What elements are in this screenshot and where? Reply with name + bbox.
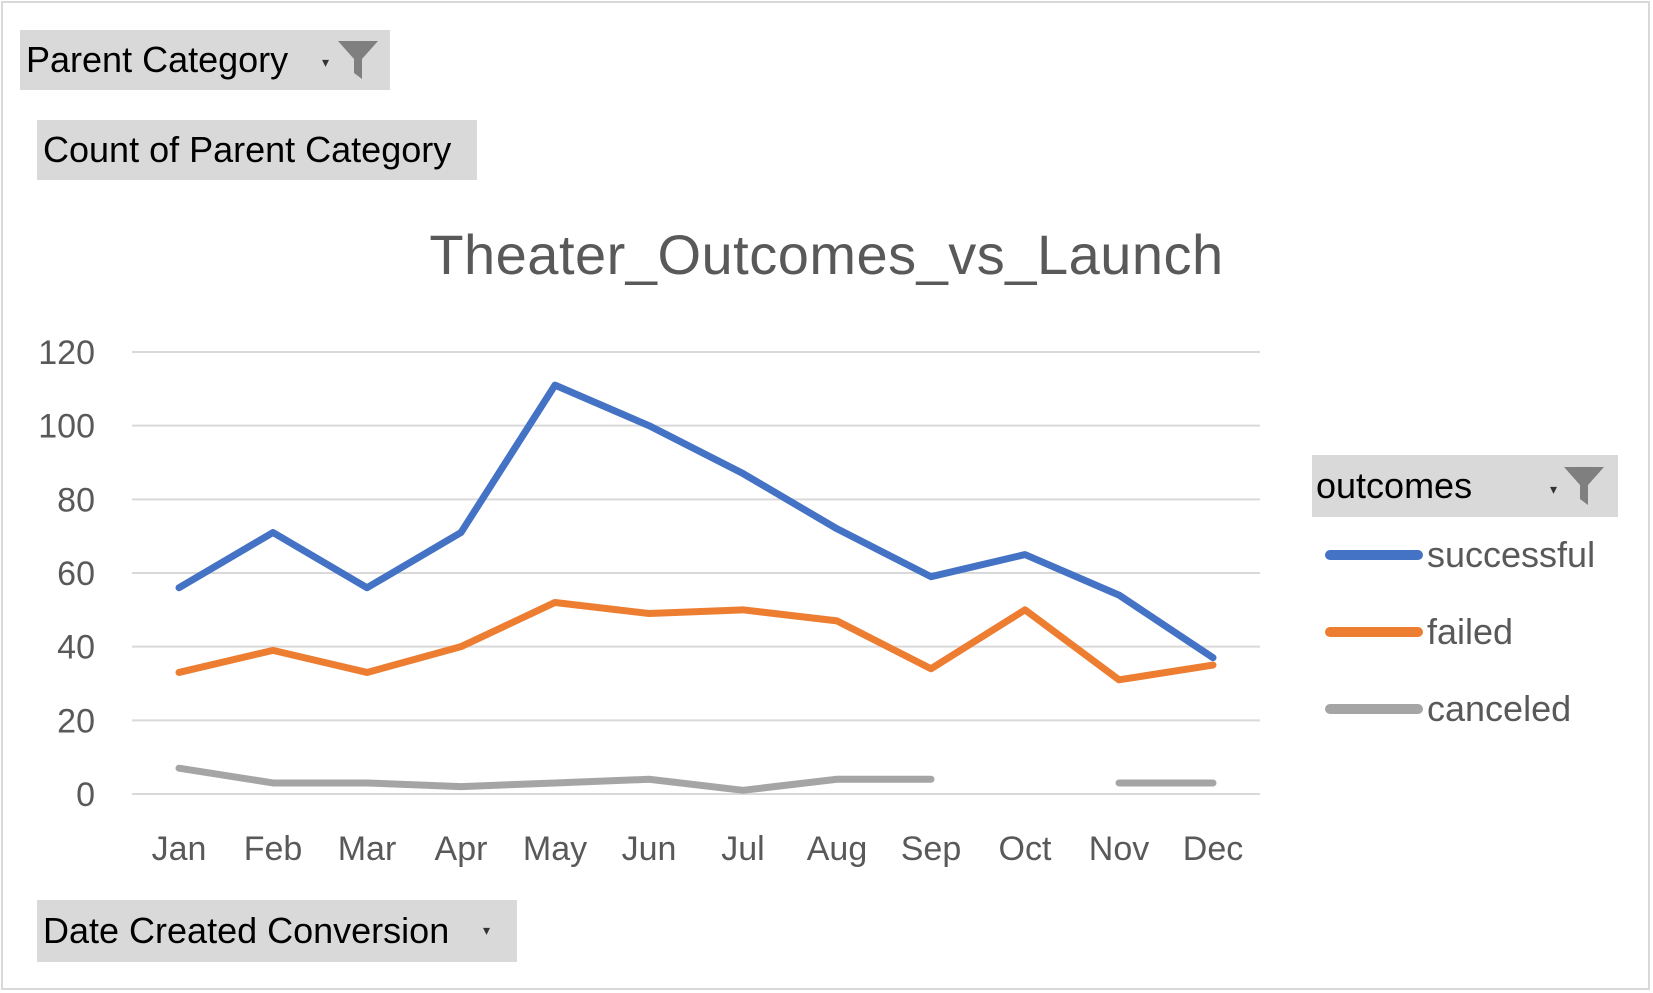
date-created-field-button[interactable]: Date Created Conversion ▾ bbox=[37, 900, 517, 962]
funnel-icon[interactable] bbox=[1562, 465, 1606, 507]
parent-category-label: Parent Category bbox=[26, 39, 289, 80]
x-tick-label: Jan bbox=[152, 830, 207, 868]
x-tick-label: Mar bbox=[338, 830, 397, 868]
y-tick-label: 20 bbox=[57, 702, 95, 740]
x-tick-label: Sep bbox=[901, 830, 962, 868]
y-tick-label: 100 bbox=[38, 408, 95, 446]
dropdown-arrow-icon[interactable]: ▾ bbox=[322, 54, 330, 70]
y-tick-label: 60 bbox=[57, 555, 95, 593]
y-tick-label: 0 bbox=[76, 776, 95, 814]
x-tick-label: May bbox=[523, 830, 587, 868]
legend-label: canceled bbox=[1427, 688, 1572, 729]
legend-label: failed bbox=[1427, 611, 1514, 652]
date-created-label: Date Created Conversion bbox=[43, 910, 450, 951]
dropdown-arrow-icon[interactable]: ▾ bbox=[483, 922, 491, 938]
count-field-label: Count of Parent Category bbox=[43, 129, 452, 170]
legend-item-canceled[interactable]: canceled bbox=[1325, 684, 1571, 734]
x-tick-label: Jul bbox=[721, 830, 764, 868]
x-tick-label: Oct bbox=[999, 830, 1052, 868]
legend-swatch bbox=[1325, 627, 1423, 637]
legend-swatch bbox=[1325, 704, 1423, 714]
y-tick-label: 40 bbox=[57, 629, 95, 667]
x-tick-label: Aug bbox=[807, 830, 868, 868]
series-line-canceled bbox=[175, 764, 935, 794]
y-tick-label: 80 bbox=[57, 481, 95, 519]
legend-label: successful bbox=[1427, 534, 1596, 575]
legend-item-failed[interactable]: failed bbox=[1325, 607, 1513, 657]
outcomes-label: outcomes bbox=[1316, 465, 1473, 506]
y-tick-label: 120 bbox=[38, 334, 95, 372]
x-tick-label: Dec bbox=[1183, 830, 1243, 868]
x-tick-label: Nov bbox=[1089, 830, 1149, 868]
series-line-failed bbox=[175, 598, 1217, 684]
x-tick-label: Jun bbox=[622, 830, 677, 868]
chart-title: Theater_Outcomes_vs_Launch bbox=[429, 223, 1224, 286]
count-field-button[interactable]: Count of Parent Category bbox=[37, 120, 477, 180]
funnel-icon[interactable] bbox=[336, 39, 380, 81]
parent-category-filter-button[interactable]: Parent Category ▾ bbox=[20, 30, 390, 90]
dropdown-arrow-icon[interactable]: ▾ bbox=[1550, 481, 1558, 497]
legend-item-successful[interactable]: successful bbox=[1325, 530, 1595, 580]
outcomes-filter-button[interactable]: outcomes ▾ bbox=[1312, 455, 1618, 517]
series-line-successful bbox=[175, 381, 1217, 662]
x-tick-label: Feb bbox=[244, 830, 303, 868]
x-tick-label: Apr bbox=[435, 830, 488, 868]
legend-swatch bbox=[1325, 550, 1423, 560]
